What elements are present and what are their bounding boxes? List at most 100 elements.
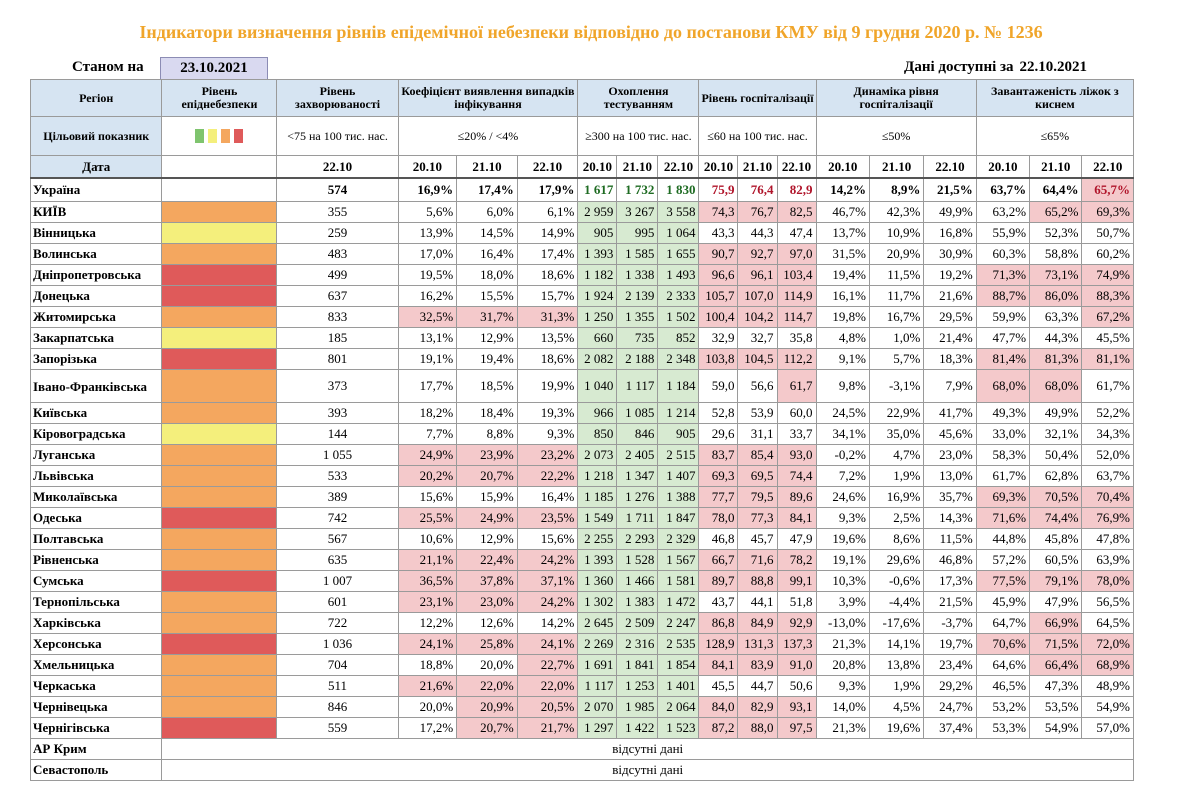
oxygen-beds-value: 56,5% [1081,591,1134,613]
oxygen-beds-value: 52,3% [1029,222,1083,244]
testing-value: 1 040 [577,369,618,403]
detection-value: 15,9% [456,486,518,508]
detection-value: 16,4% [456,243,518,265]
table-body: Україна 574 16,9% 17,4% 17,9% 1 617 1 732 1 830… [29,177,1134,781]
testing-value: 1 549 [577,507,618,529]
hospitalization-value: 103,8 [698,348,739,370]
oxygen-beds-value: 45,5% [1081,327,1134,349]
hospitalization-dynamics-value: 19,7% [923,633,977,655]
epidemic-level-cell [161,423,278,445]
incidence-value: 704 [276,654,399,676]
legend-yellow-swatch [208,129,218,144]
detection-value: 12,9% [456,528,518,550]
hospitalization-dynamics-value: 16,8% [923,222,977,244]
testing-value: 3 558 [657,201,700,223]
oxygen-beds-value: 86,0% [1029,285,1083,307]
table-row: Дніпропетровська 499 19,5% 18,0% 18,6% 1 182 1… [29,264,1134,286]
region-name: Севастополь [29,759,163,781]
table-row: Херсонська 1 036 24,1% 25,8% 24,1% 2 269 2 316… [29,633,1134,655]
target-row: Цільовий показник <75 на 100 тис. нас. ≤… [29,116,1135,156]
testing-value: 735 [616,327,659,349]
testing-value: 2 348 [657,348,700,370]
region-name: Київська [29,402,163,424]
incidence-value: 393 [276,402,399,424]
hospitalization-value: 35,8 [776,327,817,349]
epidemic-level-cell [161,222,278,244]
oxygen-beds-value: 73,1% [1029,264,1083,286]
oxygen-beds-value: 64,5% [1081,612,1134,634]
target-incidence: <75 на 100 тис. нас. [276,116,399,156]
hospitalization-dynamics-value: 10,3% [815,570,870,592]
hospitalization-value: 59,0 [698,369,739,403]
hospitalization-dynamics-value: 14,0% [815,696,870,718]
table-row: Луганська 1 055 24,9% 23,9% 23,2% 2 073 2 405 2… [29,444,1134,466]
header-hosp: Рівень госпіталізації [698,79,817,117]
hospitalization-dynamics-value: 13,7% [815,222,870,244]
header-detection: Коефіцієнт виявлення випадків інфікуванн… [397,79,579,117]
date-cell: 21.10 [868,155,925,179]
legend-red-swatch [234,129,244,144]
hospitalization-dynamics-value: 9,3% [815,675,870,697]
region-name: Херсонська [29,633,163,655]
hospitalization-dynamics-value: 46,7% [815,201,870,223]
region-name: Донецька [29,285,163,307]
hospitalization-value: 51,8 [776,591,817,613]
hospitalization-dynamics-value: 23,0% [923,444,977,466]
oxygen-beds-value: 62,8% [1029,465,1083,487]
region-name: Волинська [29,243,163,265]
epidemic-level-cell [161,675,278,697]
hospitalization-dynamics-value: 5,7% [868,348,925,370]
incidence-value: 1 055 [276,444,399,466]
oxygen-beds-value: 54,9% [1029,717,1083,739]
oxygen-beds-value: 49,9% [1029,402,1083,424]
detection-value: 8,8% [456,423,518,445]
testing-value: 1 985 [616,696,659,718]
testing-value: 1 347 [616,465,659,487]
testing-value: 2 535 [657,633,700,655]
hospitalization-value: 78,0 [698,507,739,529]
testing-value: 1 841 [616,654,659,676]
oxygen-beds-value: 63,2% [975,201,1031,223]
oxygen-beds-value: 54,9% [1081,696,1134,718]
testing-value: 2 188 [616,348,659,370]
hospitalization-value: 43,7 [698,591,739,613]
region-name: Сумська [29,570,163,592]
testing-value: 1 472 [657,591,700,613]
hospitalization-value: 44,7 [737,675,778,697]
region-name: Рівненська [29,549,163,571]
oxygen-beds-value: 47,9% [1029,591,1083,613]
testing-value: 1 297 [577,717,618,739]
hospitalization-value: 69,3 [698,465,739,487]
detection-value: 24,9% [456,507,518,529]
oxygen-beds-value: 79,1% [1029,570,1083,592]
hospitalization-dynamics-value: 24,6% [815,486,870,508]
detection-value: 9,3% [516,423,579,445]
table-row: Севастополь відсутні дані [29,759,1134,781]
hospitalization-dynamics-value: 34,1% [815,423,870,445]
hospitalization-value: 85,4 [737,444,778,466]
region-name: Чернігівська [29,717,163,739]
testing-value: 1 691 [577,654,618,676]
table-row: Сумська 1 007 36,5% 37,8% 37,1% 1 360 1 466 1 5… [29,570,1134,592]
oxygen-beds-value: 88,7% [975,285,1031,307]
hospitalization-value: 60,0 [776,402,817,424]
table-row: Черкаська 511 21,6% 22,0% 22,0% 1 117 1 253 1 4… [29,675,1134,697]
oxygen-beds-value: 71,3% [975,264,1031,286]
hospitalization-dynamics-value: 24,5% [815,402,870,424]
incidence-value: 559 [276,717,399,739]
epidemic-level-cell [161,201,278,223]
date-cell: 20.10 [815,155,870,179]
hospitalization-value: 92,9 [776,612,817,634]
oxygen-beds-value: 64,7% [975,612,1031,634]
oxygen-beds-value: 71,6% [975,507,1031,529]
region-name: Дніпропетровська [29,264,163,286]
hospitalization-dynamics-value: 30,9% [923,243,977,265]
testing-value: 1 214 [657,402,700,424]
incidence-value: 259 [276,222,399,244]
detection-value: 22,0% [456,675,518,697]
hospitalization-value: 52,8 [698,402,739,424]
table-row: Одеська 742 25,5% 24,9% 23,5% 1 549 1 711 1 847… [29,507,1134,529]
hospitalization-dynamics-value: 16,7% [868,306,925,328]
table-row: Рівненська 635 21,1% 22,4% 24,2% 1 393 1 528 1 … [29,549,1134,571]
testing-value: 2 405 [616,444,659,466]
